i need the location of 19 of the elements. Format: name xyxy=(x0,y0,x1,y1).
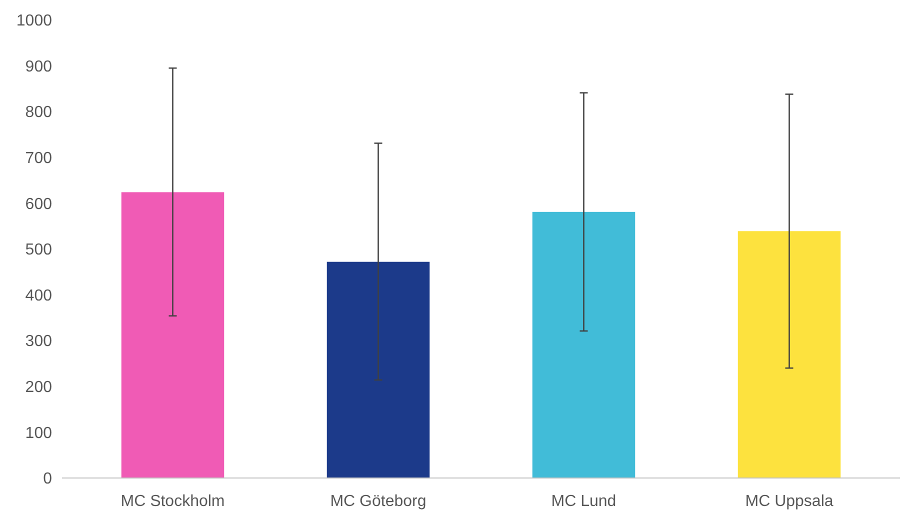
bar xyxy=(532,212,636,478)
x-tick-label: MC Stockholm xyxy=(120,493,225,510)
y-tick-label: 300 xyxy=(25,333,52,350)
bar xyxy=(738,231,841,478)
y-tick-label: 600 xyxy=(25,196,52,213)
y-tick-label: 500 xyxy=(25,242,52,259)
y-tick-label: 900 xyxy=(25,58,52,76)
y-tick-label: 400 xyxy=(25,287,52,304)
x-tick-label: MC Göteborg xyxy=(330,493,426,510)
bar xyxy=(121,192,224,478)
y-tick-label: 100 xyxy=(25,424,52,442)
x-tick-label: MC Lund xyxy=(551,493,616,510)
x-tick-label: MC Uppsala xyxy=(745,493,834,510)
y-tick-label: 200 xyxy=(25,379,52,396)
bar xyxy=(326,262,430,478)
y-tick-label: 1000 xyxy=(16,12,52,30)
y-tick-label: 700 xyxy=(25,150,52,167)
y-tick-label: 800 xyxy=(25,104,52,122)
y-tick-label: 0 xyxy=(43,470,52,488)
